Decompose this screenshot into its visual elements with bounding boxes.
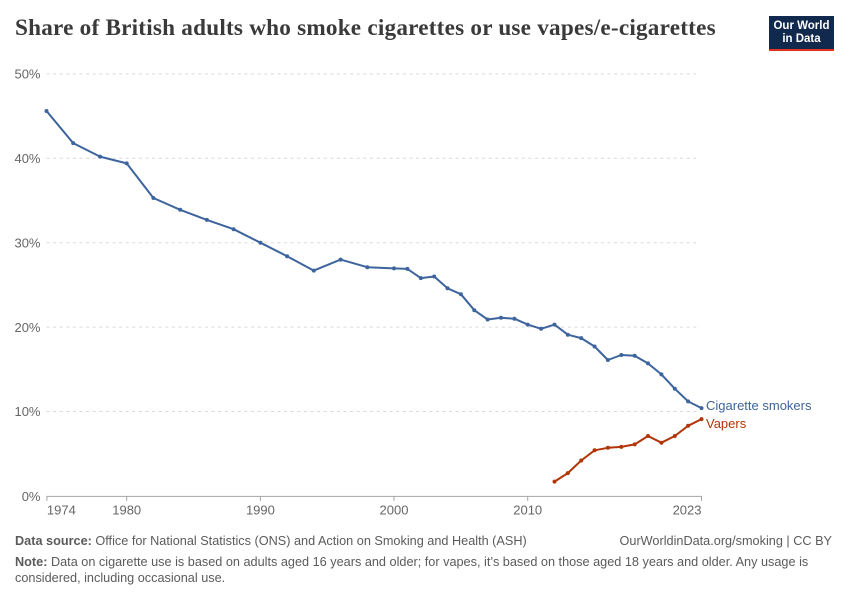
svg-text:30%: 30%	[14, 235, 40, 250]
svg-text:10%: 10%	[14, 404, 40, 419]
svg-text:Vapers: Vapers	[706, 416, 747, 431]
svg-text:2010: 2010	[513, 503, 542, 518]
svg-text:1990: 1990	[246, 503, 275, 518]
svg-text:40%: 40%	[14, 151, 40, 166]
svg-text:Cigarette smokers: Cigarette smokers	[706, 398, 812, 413]
svg-text:50%: 50%	[14, 67, 40, 82]
svg-text:1980: 1980	[112, 503, 141, 518]
svg-text:0%: 0%	[22, 489, 41, 504]
svg-text:20%: 20%	[14, 320, 40, 335]
svg-text:1974: 1974	[47, 503, 76, 518]
svg-text:2023: 2023	[673, 503, 702, 518]
svg-text:2000: 2000	[380, 503, 409, 518]
